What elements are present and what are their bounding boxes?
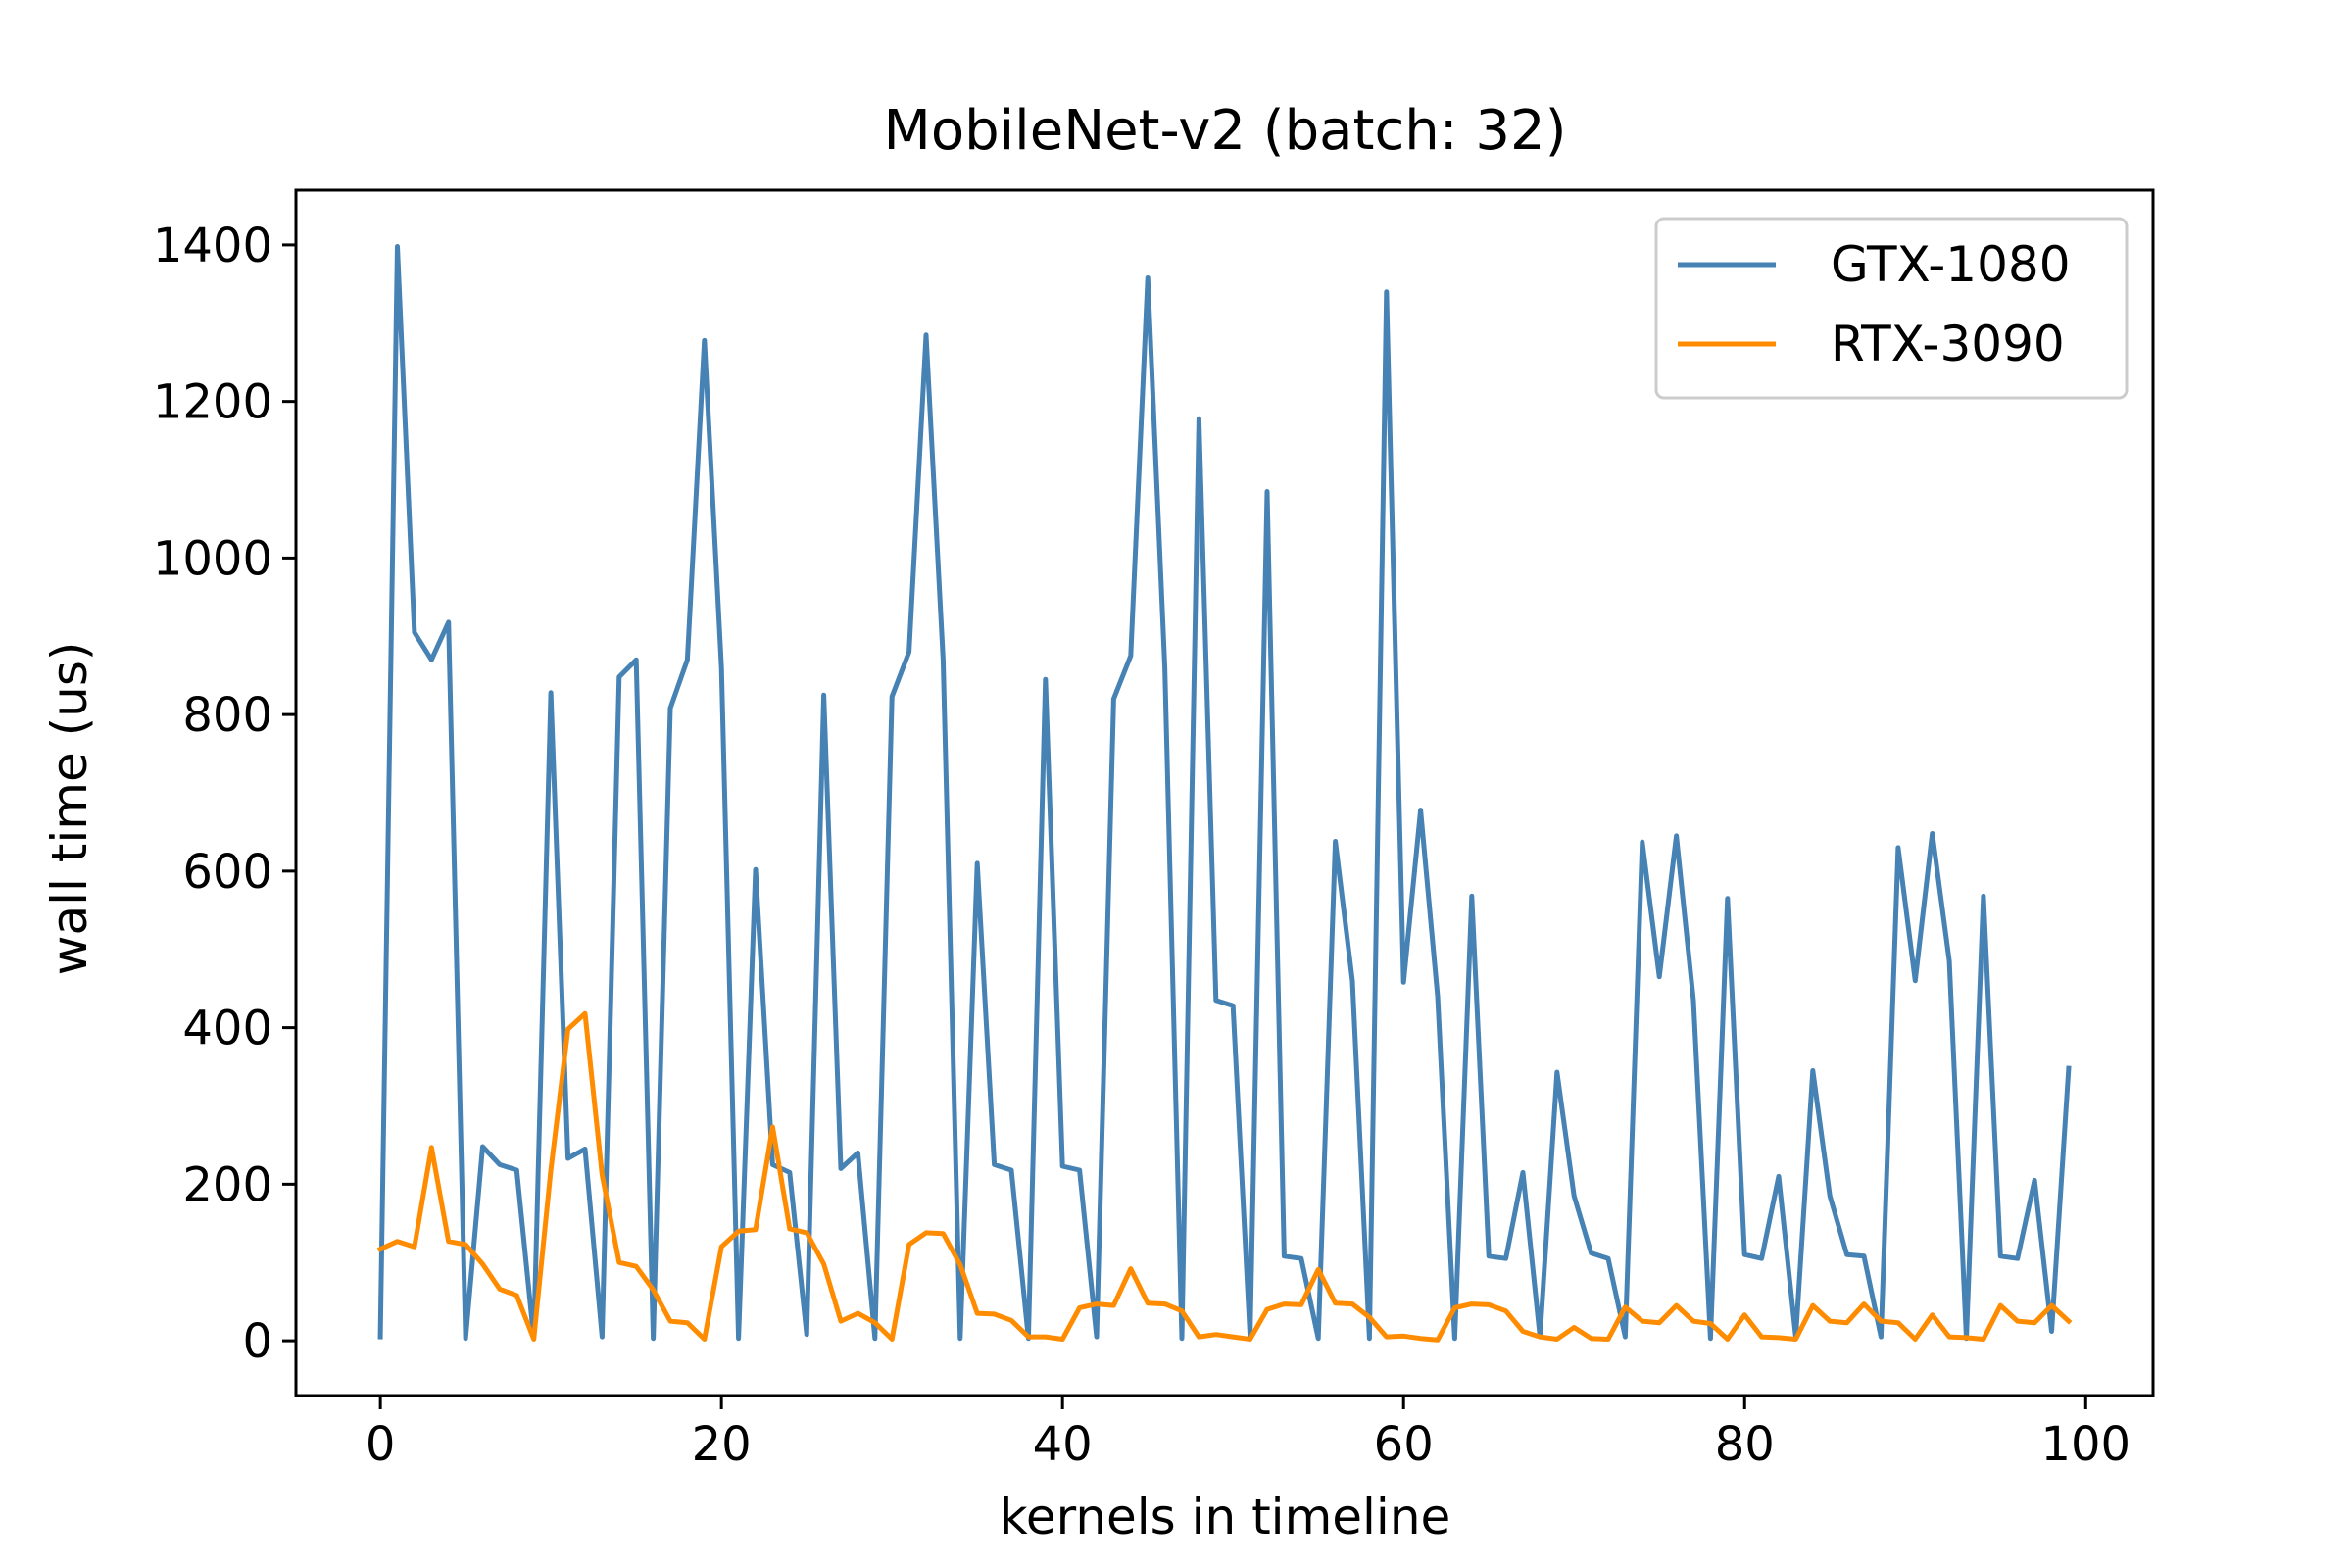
y-tick-label: 1400 (153, 219, 272, 273)
series-line-gtx-1080 (377, 244, 2072, 1342)
y-tick-label: 0 (242, 1314, 272, 1369)
series-line-rtx-3090 (376, 1010, 2073, 1343)
y-tick-label: 200 (182, 1157, 272, 1212)
legend-label-rtx-3090: RTX-3090 (1831, 316, 2065, 372)
x-tick-label: 60 (1374, 1417, 1434, 1472)
x-tick-label: 40 (1033, 1417, 1093, 1472)
legend-label-gtx-1080: GTX-1080 (1831, 236, 2071, 293)
x-tick-label: 20 (692, 1417, 752, 1472)
x-axis-label: kernels in timeline (1000, 1489, 1451, 1545)
legend: GTX-1080 RTX-3090 (1654, 217, 2129, 400)
x-axis: 0 20 40 60 80 100 (366, 1396, 2131, 1472)
y-tick-label: 1200 (153, 375, 272, 430)
y-tick-label: 1000 (153, 531, 272, 586)
y-tick-label: 800 (182, 688, 272, 743)
y-axis-label: wall time (us) (41, 642, 98, 976)
chart-title: MobileNet-v2 (batch: 32) (884, 99, 1567, 163)
x-tick-label: 100 (2040, 1417, 2131, 1472)
y-tick-label: 400 (182, 1002, 272, 1056)
plot-lines (376, 244, 2073, 1343)
x-tick-label: 0 (366, 1417, 396, 1472)
y-tick-label: 600 (182, 845, 272, 900)
plot-frame (294, 188, 2155, 1397)
x-tick-label: 80 (1715, 1417, 1775, 1472)
y-axis: 0 200 400 600 800 1000 1200 1400 (153, 219, 296, 1369)
